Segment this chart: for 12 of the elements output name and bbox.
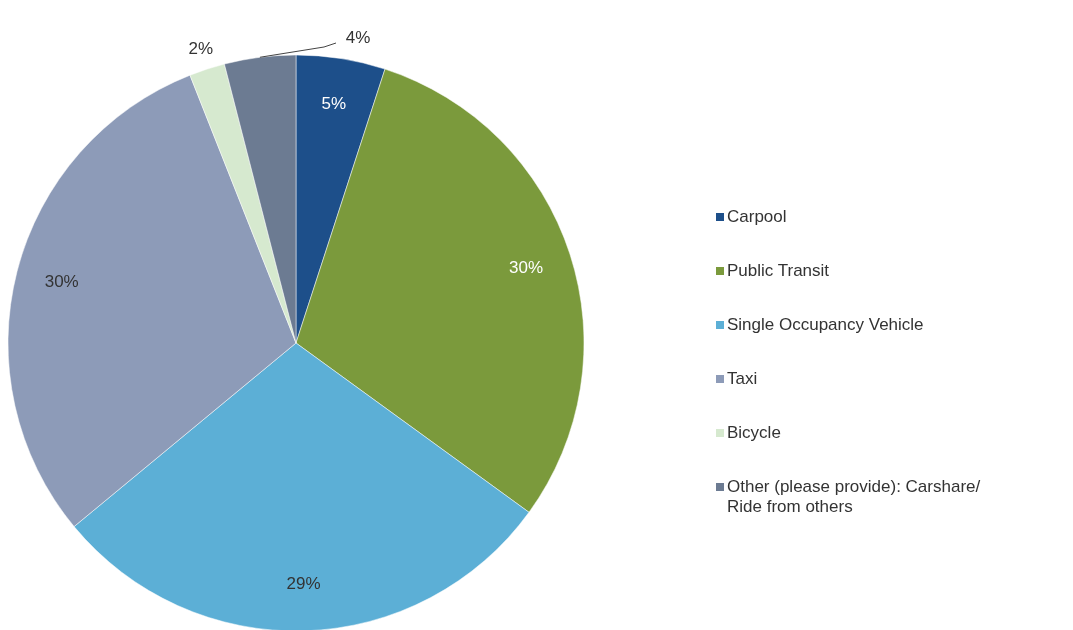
legend-label: Carpool <box>727 207 787 227</box>
data-label: 5% <box>321 93 347 113</box>
data-label: 4% <box>345 28 371 48</box>
legend-label: Other (please provide): Carshare/ Ride from others <box>727 477 981 517</box>
legend-label: Single Occupancy Vehicle <box>727 315 924 335</box>
legend-label: Taxi <box>727 369 758 389</box>
data-label: 30% <box>44 272 79 292</box>
data-label: 2% <box>188 39 214 59</box>
data-label: 29% <box>286 574 321 594</box>
legend-label: Public Transit <box>727 261 830 281</box>
data-label: 30% <box>509 257 544 277</box>
legend-label: Bicycle <box>727 423 781 443</box>
